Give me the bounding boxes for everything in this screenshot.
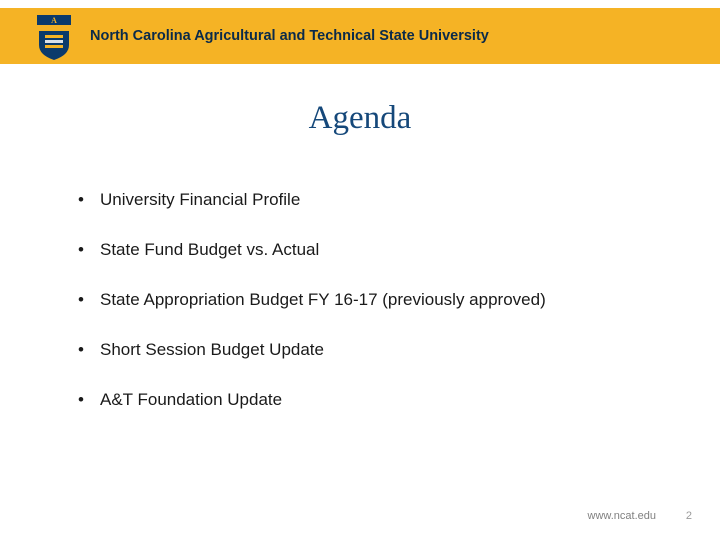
list-item: Short Session Budget Update [78, 340, 660, 360]
slide-title: Agenda [0, 100, 720, 137]
header-gold-bar: North Carolina Agricultural and Technica… [0, 8, 720, 64]
list-item: State Fund Budget vs. Actual [78, 240, 660, 260]
bullet-list: University Financial Profile State Fund … [78, 190, 660, 440]
list-item: State Appropriation Budget FY 16-17 (pre… [78, 290, 660, 310]
footer-url: www.ncat.edu [588, 510, 656, 522]
slide: North Carolina Agricultural and Technica… [0, 0, 720, 540]
svg-text:A: A [51, 16, 57, 25]
university-name: North Carolina Agricultural and Technica… [90, 28, 489, 44]
page-number: 2 [686, 510, 692, 522]
header-band: North Carolina Agricultural and Technica… [0, 8, 720, 64]
list-item: University Financial Profile [78, 190, 660, 210]
list-item: A&T Foundation Update [78, 390, 660, 410]
university-logo-icon: A [28, 10, 80, 62]
